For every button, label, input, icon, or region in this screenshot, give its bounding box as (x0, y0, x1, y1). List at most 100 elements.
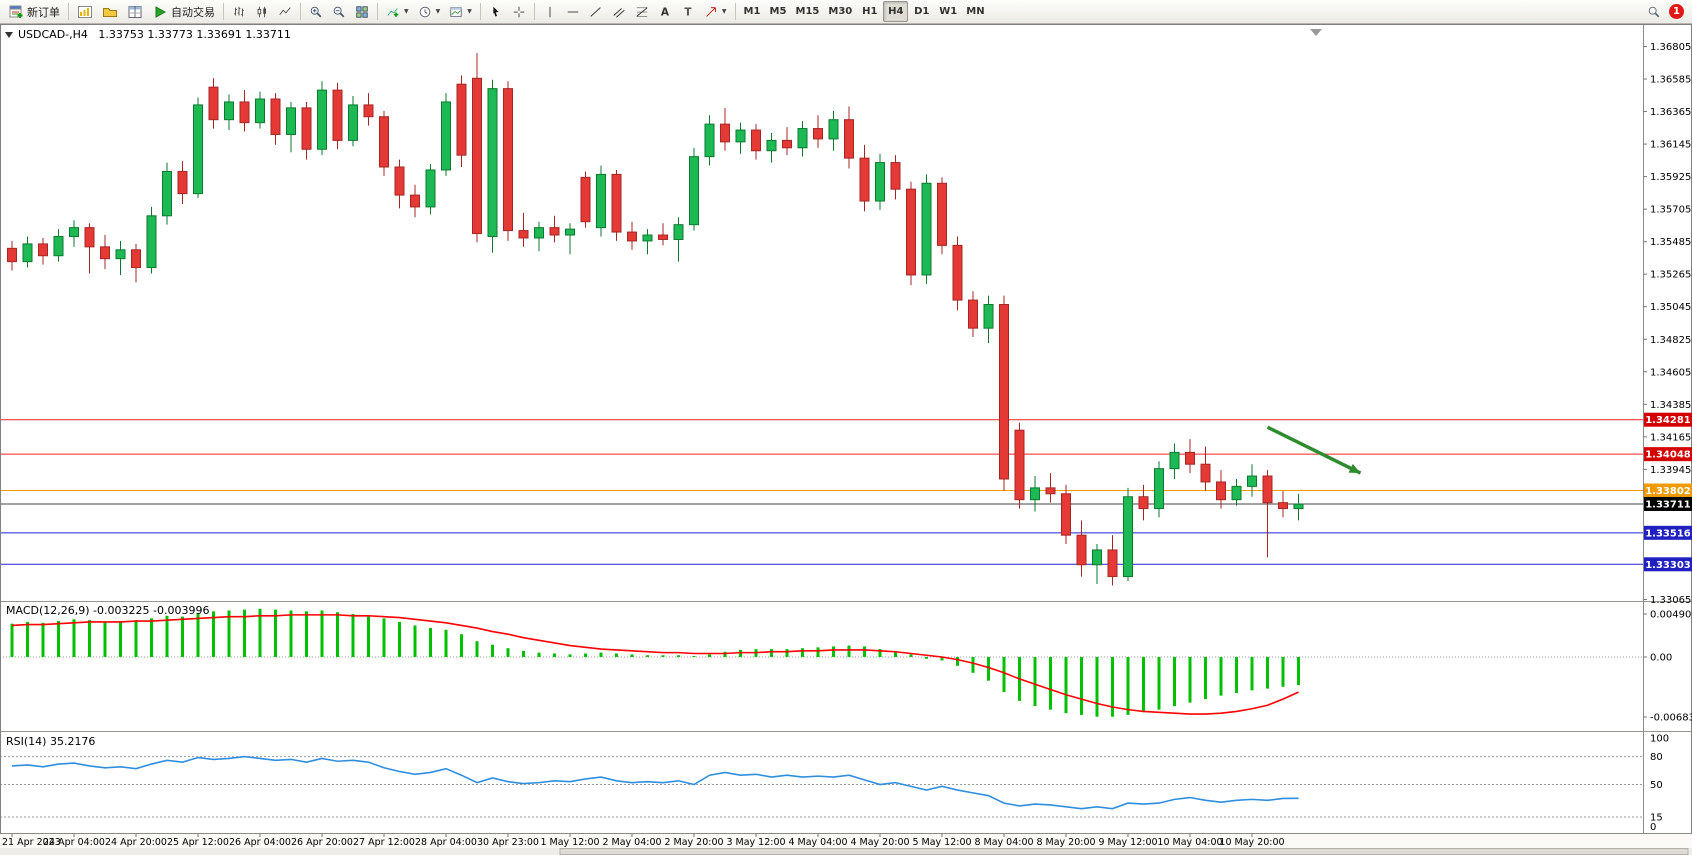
svg-text:1.34048: 1.34048 (1645, 450, 1691, 461)
svg-text:3 May 12:00: 3 May 12:00 (726, 837, 785, 848)
tf-button-h1[interactable]: H1 (862, 6, 878, 17)
channel-button[interactable] (608, 1, 630, 22)
horizontal-line-button[interactable] (562, 1, 584, 22)
toolbar-separator (479, 3, 481, 20)
search-button[interactable] (1643, 1, 1665, 22)
tf-button-mn[interactable]: MN (966, 6, 985, 17)
zoom-out-button[interactable] (328, 1, 350, 22)
price-line-label (1644, 525, 1692, 540)
svg-text:1.36805: 1.36805 (1650, 42, 1691, 53)
toolbar-separator (734, 3, 736, 20)
svg-text:4 May 20:00: 4 May 20:00 (850, 837, 909, 848)
clock-icon (419, 6, 430, 17)
rsi-axis-label: 15 (1650, 813, 1663, 824)
scrollbar-thumb[interactable] (559, 848, 1689, 855)
one-click-trading-toggle[interactable] (5, 32, 13, 38)
svg-text:21 Apr 2023: 21 Apr 2023 (2, 837, 61, 848)
indicators-button[interactable]: ▼ (382, 1, 413, 22)
svg-text:30 Apr 23:00: 30 Apr 23:00 (477, 837, 539, 848)
autotrading-label: 自动交易 (171, 5, 215, 19)
fibonacci-button[interactable] (631, 1, 653, 22)
timeframe-group: M1 M5 M15 M30 H1 H4 D1 W1 MN (740, 1, 989, 22)
new-chart-icon (78, 5, 92, 18)
tf-button-m30[interactable]: M30 (828, 6, 853, 17)
svg-text:2 May 04:00: 2 May 04:00 (602, 837, 661, 848)
periods-button[interactable]: ▼ (414, 1, 445, 22)
vertical-line-button[interactable] (539, 1, 561, 22)
tf-button-w1[interactable]: W1 (939, 6, 958, 17)
autotrading-button[interactable]: 自动交易 (148, 1, 219, 22)
horizontal-scrollbar[interactable] (0, 848, 1692, 855)
price-line-label (1644, 447, 1692, 462)
svg-text:28 Apr 04:00: 28 Apr 04:00 (415, 837, 477, 848)
svg-text:10 May 20:00: 10 May 20:00 (1219, 837, 1284, 848)
tile-windows-icon (356, 5, 368, 18)
chart-shift-marker[interactable] (1310, 29, 1322, 36)
indicators-icon (387, 7, 399, 17)
profiles-button[interactable] (98, 1, 122, 22)
crosshair-button[interactable] (508, 1, 530, 22)
chart-window: 1.36805 1.36585 1.36365 1.36145 1.35925 1.357… (0, 24, 1692, 855)
autotrading-icon (155, 5, 167, 18)
new-chart-button[interactable] (73, 1, 97, 22)
macd-indicator-label: MACD(12,26,9) -0.003225 -0.003996 (6, 604, 210, 617)
channel-icon (613, 7, 625, 18)
trend-arrow-object[interactable] (1266, 425, 1362, 475)
arrows-button[interactable]: ▼ (700, 1, 731, 22)
toolbar-separator (68, 3, 69, 20)
price-line-label (1644, 496, 1692, 511)
tf-button-m5[interactable]: M5 (769, 6, 787, 17)
tf-button-m1[interactable]: M1 (743, 6, 761, 17)
label-icon: T (684, 6, 692, 18)
zoom-in-button[interactable] (305, 1, 327, 22)
tile-windows-button[interactable] (351, 1, 373, 22)
svg-text:1.34165: 1.34165 (1650, 432, 1691, 443)
line-chart-button[interactable] (274, 1, 296, 22)
svg-text:26 Apr 04:00: 26 Apr 04:00 (229, 837, 291, 848)
horizontal-line-icon (567, 11, 579, 12)
notification-badge[interactable]: 1 (1669, 4, 1684, 19)
svg-text:26 Apr 20:00: 26 Apr 20:00 (291, 837, 353, 848)
rsi-axis-label: 0 (1650, 822, 1656, 833)
svg-text:1.35265: 1.35265 (1650, 270, 1691, 281)
svg-text:24 Apr 20:00: 24 Apr 20:00 (105, 837, 167, 848)
chart-canvas: 1.36805 1.36585 1.36365 1.36145 1.35925 1.357… (0, 24, 1692, 855)
trendline-button[interactable] (585, 1, 607, 22)
search-icon (1648, 6, 1660, 17)
horizontal-line-objects[interactable] (0, 419, 1643, 565)
cursor-icon (493, 6, 499, 17)
macd-axis-label: 0.00 (1650, 653, 1672, 664)
tf-button-d1[interactable]: D1 (914, 6, 930, 17)
trendline-icon (590, 6, 601, 17)
new-order-button[interactable]: 新订单 (4, 1, 64, 22)
chart-symbol: USDCAD-,H4 (18, 28, 88, 41)
market-watch-button[interactable] (123, 1, 147, 22)
svg-text:9 May 12:00: 9 May 12:00 (1098, 837, 1157, 848)
chevron-down-icon: ▼ (435, 8, 441, 15)
toolbar-separator (223, 3, 224, 20)
macd-signal-line (11, 614, 1299, 715)
svg-text:1.35925: 1.35925 (1650, 172, 1691, 183)
templates-button[interactable]: ▼ (445, 1, 476, 22)
tf-button-m15[interactable]: M15 (795, 6, 820, 17)
bar-chart-button[interactable] (228, 1, 250, 22)
fibonacci-icon (636, 6, 648, 17)
svg-text:1.36365: 1.36365 (1650, 107, 1691, 118)
new-order-label: 新订单 (27, 5, 60, 19)
svg-text:1.33945: 1.33945 (1650, 465, 1691, 476)
toolbar-separator (533, 3, 535, 20)
svg-text:24 Apr 04:00: 24 Apr 04:00 (43, 837, 105, 848)
rsi-line (11, 755, 1299, 810)
text-button[interactable]: A (654, 1, 676, 22)
chart-ohlc-values: 1.33753 1.33773 1.33691 1.33711 (98, 28, 291, 41)
price-line-label (1644, 412, 1692, 427)
candlestick-chart-button[interactable] (251, 1, 273, 22)
macd-histogram (10, 608, 1300, 717)
cursor-button[interactable] (485, 1, 507, 22)
label-button[interactable]: T (677, 1, 699, 22)
toolbar-separator (300, 3, 301, 20)
tf-button-h4[interactable]: H4 (883, 1, 909, 22)
price-axis[interactable]: 1.36805 1.36585 1.36365 1.36145 1.35925 1.357… (1643, 42, 1692, 606)
svg-text:8 May 20:00: 8 May 20:00 (1036, 837, 1095, 848)
